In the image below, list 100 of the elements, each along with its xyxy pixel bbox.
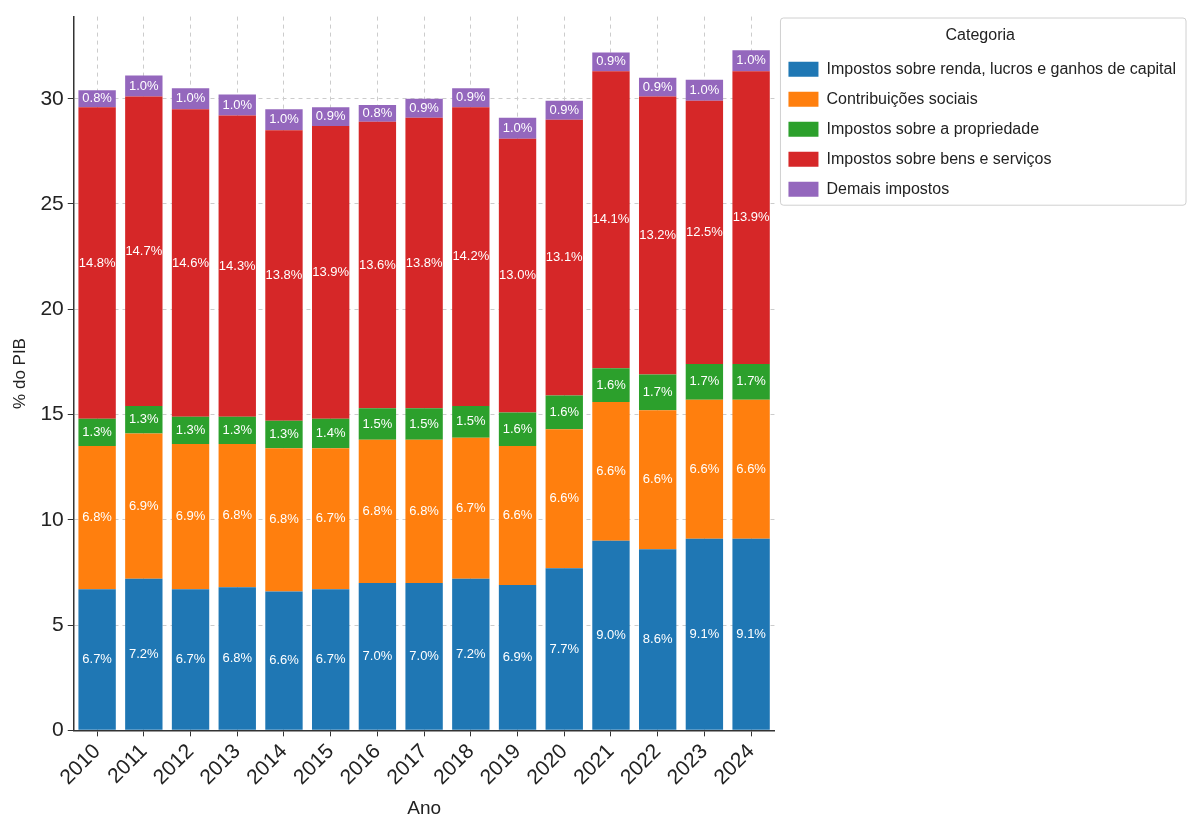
legend-label: Impostos sobre a propriedade <box>826 119 1040 137</box>
data-label: 7.0% <box>409 647 440 663</box>
bar <box>405 582 443 730</box>
data-label: 0.8% <box>82 90 113 106</box>
bar <box>592 368 630 402</box>
bar <box>78 446 116 590</box>
legend-label: Impostos sobre renda, lucros e ganhos de capital <box>826 59 1177 77</box>
bar <box>78 107 116 419</box>
data-label: 1.0% <box>222 96 253 112</box>
data-label: 6.8% <box>362 502 393 518</box>
data-label: 6.8% <box>82 509 113 525</box>
bar <box>452 437 490 579</box>
y-tick-label: 5 <box>52 611 64 635</box>
bar <box>358 121 397 409</box>
bar <box>171 589 210 730</box>
bar <box>638 96 677 375</box>
data-label: 14.3% <box>218 257 257 273</box>
y-tick-label: 15 <box>40 401 64 425</box>
bar <box>218 444 256 588</box>
data-label: 9.0% <box>596 626 627 642</box>
bar <box>312 589 350 730</box>
data-label: 0.9% <box>642 78 673 94</box>
data-label: 13.8% <box>265 267 303 283</box>
data-label: 8.6% <box>642 631 673 647</box>
data-label: 1.3% <box>82 424 113 439</box>
data-label: 1.6% <box>502 420 533 436</box>
data-label: 6.8% <box>222 650 253 666</box>
data-label: 6.8% <box>222 507 253 523</box>
bar <box>405 117 443 409</box>
bar <box>125 96 163 407</box>
bar <box>638 549 677 730</box>
y-axis-title: % do PIB <box>9 338 29 409</box>
data-label: 6.9% <box>175 508 206 524</box>
legend-label: Impostos sobre bens e serviços <box>826 149 1052 167</box>
bar <box>125 578 163 730</box>
data-label: 0.9% <box>456 89 487 105</box>
data-label: 7.0% <box>362 647 393 663</box>
legend-label: Contribuições sociais <box>826 89 978 107</box>
data-label: 14.6% <box>172 254 210 270</box>
data-label: 1.0% <box>129 77 160 93</box>
y-tick-label: 10 <box>40 506 64 530</box>
bar <box>685 364 724 400</box>
bar <box>171 109 210 417</box>
bar <box>592 540 630 730</box>
data-label: 1.4% <box>315 425 346 441</box>
bar <box>265 130 303 421</box>
data-label: 1.5% <box>362 415 393 431</box>
data-label: 6.6% <box>269 652 300 668</box>
bar <box>125 433 163 579</box>
data-label: 13.6% <box>358 256 397 272</box>
bar <box>732 538 770 730</box>
bar <box>592 401 630 541</box>
data-label: 1.3% <box>222 421 253 437</box>
x-axis-title: Ano <box>407 796 442 818</box>
data-label: 1.3% <box>175 421 206 437</box>
y-tick-label: 0 <box>52 717 64 741</box>
data-label: 14.2% <box>452 248 490 264</box>
bar <box>452 406 490 438</box>
data-label: 9.1% <box>689 625 720 641</box>
bar <box>592 71 630 369</box>
data-label: 1.6% <box>549 404 580 419</box>
bar <box>685 399 724 539</box>
data-label: 6.6% <box>689 460 720 476</box>
bar <box>732 399 770 539</box>
bar <box>265 591 303 730</box>
legend-label: Demais impostos <box>826 179 950 197</box>
data-label: 6.7% <box>82 651 113 667</box>
data-label: 1.3% <box>129 411 160 427</box>
data-label: 6.6% <box>736 460 767 476</box>
bar <box>638 410 677 550</box>
data-label: 13.9% <box>732 209 770 225</box>
data-label: 1.7% <box>736 373 767 389</box>
bar <box>405 439 443 583</box>
data-label: 1.3% <box>269 426 300 442</box>
data-label: 1.7% <box>642 384 673 399</box>
bar <box>312 126 350 419</box>
data-label: 1.7% <box>689 373 720 389</box>
bar <box>312 448 350 590</box>
data-label: 9.1% <box>736 625 767 641</box>
data-label: 7.7% <box>549 640 580 656</box>
data-label: 6.7% <box>175 651 206 667</box>
bar <box>265 448 303 592</box>
bar <box>685 538 724 730</box>
data-label: 7.2% <box>456 645 487 661</box>
data-label: 6.8% <box>409 502 440 518</box>
bar <box>218 115 256 417</box>
data-label: 6.6% <box>502 507 533 523</box>
bar <box>545 429 583 569</box>
bar <box>405 408 443 440</box>
bar <box>498 446 537 586</box>
data-label: 0.9% <box>549 101 580 117</box>
data-label: 0.9% <box>409 99 440 115</box>
bar <box>218 587 256 730</box>
bar <box>732 364 770 400</box>
data-label: 1.0% <box>502 119 533 135</box>
data-label: 1.0% <box>175 90 206 106</box>
bar <box>171 444 210 590</box>
data-label: 6.6% <box>549 490 580 506</box>
data-label: 14.8% <box>78 254 116 270</box>
legend-title: Categoria <box>945 26 1016 44</box>
